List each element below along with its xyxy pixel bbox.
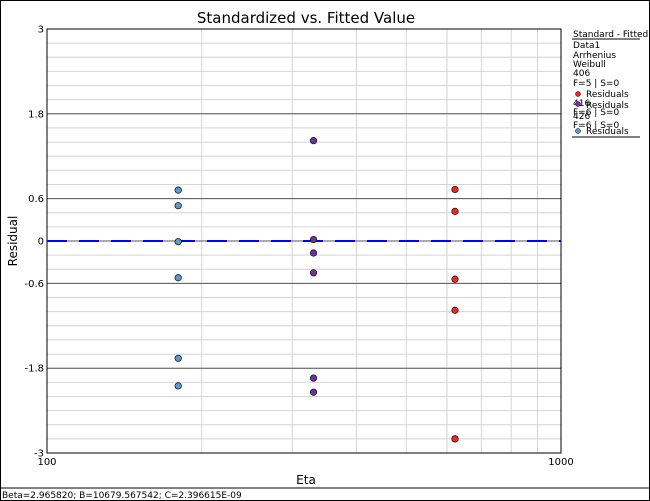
- data-point-series-1: [309, 374, 318, 382]
- chart-title: Standardized vs. Fitted Value: [197, 9, 415, 27]
- y-axis-tick-labels: 3 1.8 0.6 0 -0.6 -1.8 -3: [24, 25, 44, 460]
- footer-parameters: Beta=2.965820; B=10679.567542; C=2.39661…: [2, 491, 242, 501]
- legend-header: Standard - Fitted: [573, 30, 648, 40]
- data-point-series-0: [174, 354, 182, 362]
- y-tick-label: 0.6: [28, 194, 44, 205]
- y-tick-label: -0.6: [24, 279, 44, 290]
- legend-line-distribution: Weibull: [573, 60, 606, 70]
- legend-marker-406: [575, 91, 581, 97]
- legend-group-426: 426: [573, 112, 590, 122]
- data-point-series-0: [174, 382, 182, 390]
- data-point-series-2: [451, 275, 459, 283]
- data-point-series-0: [174, 238, 182, 246]
- legend-group-406: 406: [573, 69, 590, 79]
- legend-condition-406: F=5 | S=0: [573, 79, 619, 89]
- data-point-series-2: [451, 207, 459, 215]
- data-point-series-1: [309, 137, 318, 145]
- y-tick-label: 0: [38, 237, 44, 248]
- legend-marker-426: [575, 128, 581, 134]
- y-tick-label: 1.8: [28, 109, 44, 120]
- data-point-series-2: [451, 435, 459, 443]
- legend-condition-416: F=6 | S=0: [573, 108, 619, 118]
- y-tick-label: 3: [38, 25, 44, 36]
- x-tick-label: 100: [37, 457, 56, 468]
- y-tick-label: -1.8: [24, 364, 44, 375]
- data-point-series-1: [309, 235, 318, 244]
- y-axis-label: Residual: [6, 216, 20, 267]
- data-point-series-0: [174, 274, 182, 282]
- data-point-series-1: [309, 249, 318, 257]
- data-point-series-0: [174, 186, 182, 194]
- data-point-series-2: [451, 306, 459, 314]
- legend-series-426: Residuals: [586, 127, 629, 137]
- legend-series-406: Residuals: [586, 90, 629, 100]
- legend-group-416: 416: [573, 99, 590, 109]
- legend-marker-416: [575, 101, 581, 107]
- legend-condition-426: F=6 | S=0: [573, 121, 619, 131]
- data-point-series-2: [451, 185, 459, 194]
- x-axis-label: Eta: [296, 473, 316, 487]
- legend-series-416: Residuals: [586, 101, 629, 111]
- x-tick-label: 1000: [548, 457, 573, 468]
- legend-line-model: Arrhenius: [573, 51, 616, 61]
- data-point-series-0: [174, 202, 182, 210]
- legend: Standard - Fitted Data1 Arrhenius Weibul…: [572, 30, 648, 138]
- legend-line-data: Data1: [573, 41, 600, 51]
- data-point-series-1: [309, 269, 318, 277]
- x-axis-tick-labels: 100 1000: [37, 457, 573, 468]
- data-points: [174, 137, 459, 443]
- y-tick-label: -3: [34, 449, 44, 460]
- data-point-series-1: [309, 388, 318, 396]
